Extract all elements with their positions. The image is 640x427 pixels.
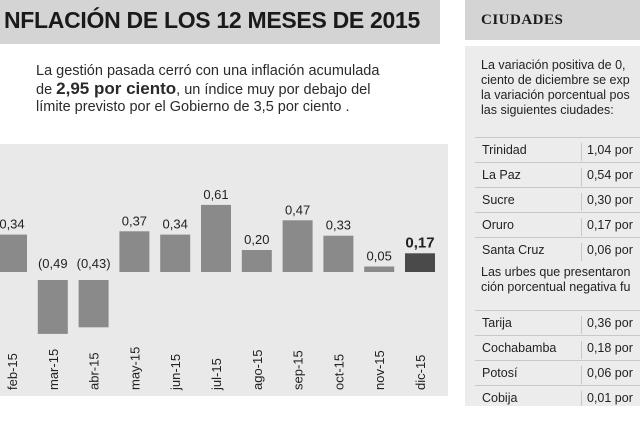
sidebar-paragraph-2: Las urbes que presentaron ción porcentua… <box>481 265 630 295</box>
city-row: Sucre 0,30 por <box>475 187 640 212</box>
city-value: 0,06 por <box>581 243 633 261</box>
city-name: Tarija <box>482 316 512 330</box>
bar-nov-15 <box>364 266 395 272</box>
bar-oct-15 <box>323 235 354 272</box>
city-value: 0,01 por <box>581 391 633 406</box>
x-tick-label: abr-15 <box>87 352 102 390</box>
bar-chart: 0,34 feb-15 (0,49 mar-15 (0,43) abr-15 0,37 may… <box>0 187 435 391</box>
city-name: Oruro <box>482 218 514 232</box>
city-value: 0,54 por <box>581 168 633 186</box>
data-label: (0,43) <box>77 256 111 271</box>
city-row: Cochabamba 0,18 por <box>475 335 640 360</box>
paragraph-line: La variación positiva de 0, <box>481 58 626 72</box>
data-label: 0,34 <box>0 217 25 232</box>
city-name: Potosí <box>482 366 518 380</box>
bar-ago-15 <box>241 250 272 272</box>
x-tick-label: jun-15 <box>168 354 183 391</box>
city-value: 0,30 por <box>581 193 633 211</box>
sidebar-title: CIUDADES <box>481 12 564 28</box>
data-label: 0,05 <box>367 249 392 264</box>
intro-line-2-pre: de <box>36 82 57 98</box>
city-name: Cochabamba <box>482 341 557 355</box>
intro-line-2-post: , un índice muy por debajo del <box>176 82 371 98</box>
city-row: La Paz 0,54 por <box>475 162 640 187</box>
city-name: Trinidad <box>482 143 527 157</box>
city-row: Cobija 0,01 por <box>475 385 640 406</box>
city-name: Sucre <box>482 193 515 207</box>
intro-highlight: 2,95 por ciento <box>56 79 177 98</box>
bar-may-15 <box>119 231 150 272</box>
data-label: 0,20 <box>244 232 269 247</box>
intro-line-2: de 2,95 por ciento, un índice muy por de… <box>36 80 416 99</box>
city-name: Santa Cruz <box>482 243 545 257</box>
title-bar: NFLACIÓN DE LOS 12 MESES DE 2015 <box>0 0 440 44</box>
x-tick-label: sep-15 <box>291 350 306 390</box>
city-name: La Paz <box>482 168 521 182</box>
intro-text: La gestión pasada cerró con una inflació… <box>36 63 416 116</box>
city-row: Potosí 0,06 por <box>475 360 640 385</box>
x-tick-label: nov-15 <box>372 350 387 390</box>
city-value: 0,36 por <box>581 316 633 334</box>
chart-panel: 0,34 feb-15 (0,49 mar-15 (0,43) abr-15 0,37 may… <box>0 144 448 396</box>
data-label: (0,49 <box>38 256 68 271</box>
x-tick-label: feb-15 <box>5 353 20 390</box>
bar-sep-15 <box>282 220 313 272</box>
bar-dic-15 <box>405 253 435 272</box>
paragraph-line: las siguientes ciudades: <box>481 103 614 117</box>
city-value: 0,06 por <box>581 366 633 384</box>
city-value: 1,04 por <box>581 143 633 161</box>
paragraph-line: ción porcentual negativa fu <box>481 280 631 294</box>
intro-line-3: límite previsto por el Gobierno de 3,5 p… <box>36 99 350 115</box>
city-row: Tarija 0,36 por <box>475 310 640 335</box>
data-label: 0,61 <box>203 187 228 202</box>
sidebar-paragraph-1: La variación positiva de 0, ciento de di… <box>481 58 630 118</box>
data-label: 0,37 <box>122 213 147 228</box>
data-label: 0,17 <box>405 234 434 251</box>
bar-abr-15 <box>78 280 109 328</box>
city-value: 0,17 por <box>581 218 633 236</box>
bar-jul-15 <box>201 204 231 272</box>
paragraph-line: Las urbes que presentaron <box>481 265 631 279</box>
page-title: NFLACIÓN DE LOS 12 MESES DE 2015 <box>4 7 421 33</box>
sidebar-header: CIUDADES <box>465 0 640 40</box>
bar-mar-15 <box>37 280 68 334</box>
bar-jun-15 <box>160 234 191 272</box>
city-row: Santa Cruz 0,06 por <box>475 237 640 262</box>
city-value: 0,18 por <box>581 341 633 359</box>
intro-line-1: La gestión pasada cerró con una inflació… <box>36 63 380 79</box>
city-row: Trinidad 1,04 por <box>475 137 640 162</box>
x-tick-label: jul-15 <box>209 358 224 391</box>
x-tick-label: mar-15 <box>46 349 61 390</box>
data-label: 0,33 <box>326 218 351 233</box>
paragraph-line: ciento de diciembre se exp <box>481 73 630 87</box>
x-tick-label: ago-15 <box>250 350 265 390</box>
x-tick-label: may-15 <box>127 347 142 390</box>
data-label: 0,47 <box>285 202 310 217</box>
sidebar-panel: La variación positiva de 0, ciento de di… <box>465 46 640 406</box>
city-row: Oruro 0,17 por <box>475 212 640 237</box>
x-tick-label: dic-15 <box>413 355 428 390</box>
bar-feb-15 <box>0 234 27 272</box>
paragraph-line: la variación porcentual pos <box>481 88 630 102</box>
x-tick-label: oct-15 <box>331 354 346 390</box>
city-name: Cobija <box>482 391 518 405</box>
data-label: 0,34 <box>163 217 188 232</box>
